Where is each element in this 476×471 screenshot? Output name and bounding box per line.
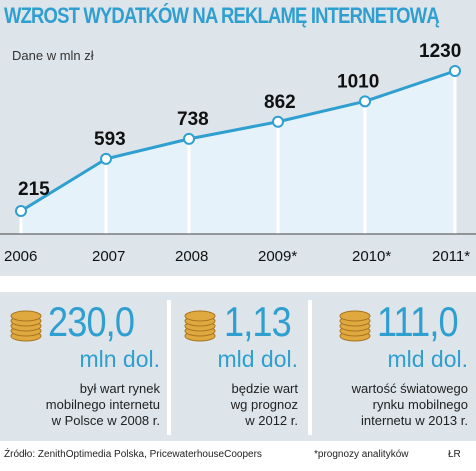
fact-1-description: był wart rynek mobilnego internetu w Pol… bbox=[46, 381, 160, 429]
fact-3-line-2: rynku mobilnego bbox=[372, 397, 468, 412]
fact-3: 111,0 mld dol. wartość światowego rynku … bbox=[313, 292, 476, 441]
coins-icon bbox=[339, 310, 371, 342]
data-point bbox=[183, 132, 195, 145]
fact-1: 230,0 mln dol. był wart rynek mobilnego … bbox=[0, 292, 166, 441]
fact-2-description: będzie wart wg prognoz w 2012 r. bbox=[231, 381, 298, 429]
facts-panel: 230,0 mln dol. był wart rynek mobilnego … bbox=[0, 292, 476, 441]
coins-icon bbox=[10, 310, 42, 342]
title-bar: WZROST WYDATKÓW NA REKLAMĘ INTERNETOWĄ bbox=[0, 0, 476, 36]
author-initials: ŁR bbox=[448, 449, 461, 460]
data-label: 738 bbox=[177, 109, 209, 130]
fact-2-value: 1,13 bbox=[224, 298, 292, 345]
fact-3-unit: mld dol. bbox=[387, 346, 468, 372]
data-label: 1230 bbox=[419, 41, 461, 62]
data-label: 215 bbox=[18, 179, 50, 200]
fact-2-line-3: w 2012 r. bbox=[245, 413, 298, 428]
fact-2: 1,13 mld dol. będzie wart wg prognoz w 2… bbox=[172, 292, 306, 441]
fact-1-line-2: mobilnego internetu bbox=[45, 397, 160, 412]
x-tick-label: 2008 bbox=[175, 248, 208, 265]
series-line bbox=[20, 69, 456, 213]
fact-1-line-3: w Polsce w 2008 r. bbox=[51, 413, 160, 428]
x-tick-label: 2007 bbox=[92, 248, 125, 265]
fact-1-line-1: był wart rynek bbox=[79, 381, 160, 396]
data-label: 862 bbox=[264, 92, 296, 113]
chart-area: 215 593 738 862 1010 1230 2006 2007 2008 2009* 201… bbox=[0, 36, 476, 276]
data-label: 1010 bbox=[337, 71, 379, 92]
data-point bbox=[15, 205, 27, 217]
fact-1-unit: mln dol. bbox=[79, 346, 160, 372]
x-tick-label: 2006 bbox=[4, 248, 37, 265]
area-fill bbox=[21, 71, 455, 234]
x-tick-label: 2011* bbox=[432, 248, 470, 265]
x-tick-label: 2010* bbox=[352, 248, 391, 265]
divider bbox=[167, 300, 171, 435]
data-point bbox=[100, 152, 112, 165]
fact-1-value: 230,0 bbox=[48, 298, 135, 345]
fact-2-line-2: wg prognoz bbox=[230, 397, 298, 412]
fact-2-line-1: będzie wart bbox=[231, 381, 298, 396]
divider bbox=[308, 300, 312, 435]
forecast-note: *prognozy analityków bbox=[314, 449, 409, 460]
data-point bbox=[359, 95, 371, 108]
chart-title: WZROST WYDATKÓW NA REKLAMĘ INTERNETOWĄ bbox=[4, 3, 440, 28]
fact-3-line-3: internetu w 2013 r. bbox=[361, 413, 468, 428]
chart-subtitle: Dane w mln zł bbox=[12, 48, 94, 63]
fact-2-unit: mld dol. bbox=[217, 346, 298, 372]
fact-3-line-1: wartość światowego bbox=[351, 381, 468, 396]
data-point bbox=[449, 65, 461, 77]
data-point bbox=[272, 115, 284, 128]
fact-3-value: 111,0 bbox=[377, 298, 459, 345]
x-tick-label: 2009* bbox=[258, 248, 297, 265]
coins-icon bbox=[184, 310, 216, 342]
line-chart: 215 593 738 862 1010 1230 2006 2007 2008 2009* 201… bbox=[0, 41, 476, 265]
footer: Źródło: ZenithOptimedia Polska, Pricewat… bbox=[0, 444, 476, 471]
data-label: 593 bbox=[94, 129, 126, 150]
fact-3-description: wartość światowego rynku mobilnego inter… bbox=[352, 381, 468, 429]
source-text: Źródło: ZenithOptimedia Polska, Pricewat… bbox=[4, 449, 262, 460]
